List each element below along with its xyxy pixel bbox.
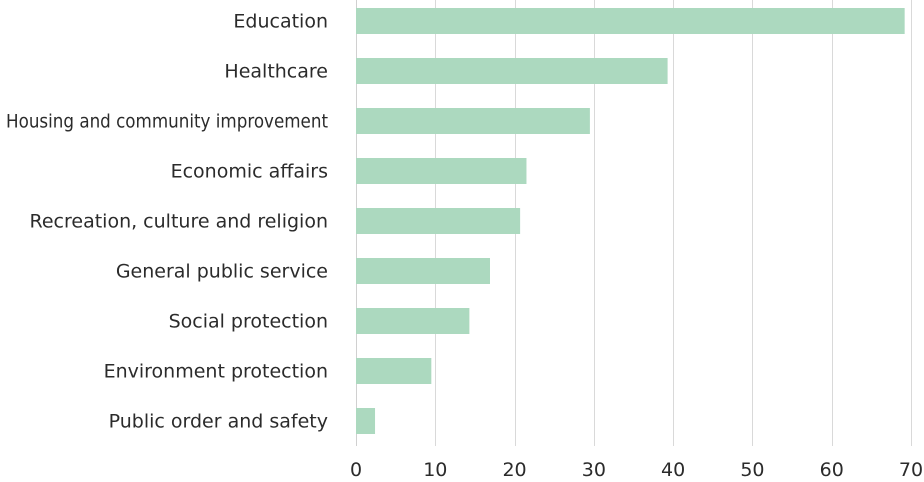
x-tick-label: 40 bbox=[661, 459, 685, 481]
bar bbox=[356, 158, 527, 184]
bar bbox=[356, 208, 521, 234]
bar bbox=[356, 8, 905, 34]
x-tick-label: 50 bbox=[740, 459, 764, 481]
x-tick-label: 10 bbox=[423, 459, 447, 481]
category-label: Education bbox=[233, 11, 328, 33]
bar bbox=[356, 258, 490, 284]
x-axis-ticks: 0 10 20 30 40 50 60 70 bbox=[350, 459, 923, 481]
x-tick-label: 0 bbox=[350, 459, 362, 481]
category-label: Healthcare bbox=[224, 61, 328, 83]
bar bbox=[356, 358, 432, 384]
bar bbox=[356, 108, 590, 134]
category-label: Public order and safety bbox=[109, 411, 328, 433]
category-label: Recreation, culture and religion bbox=[30, 211, 329, 233]
category-label: Environment protection bbox=[104, 361, 328, 383]
category-label: General public service bbox=[116, 261, 328, 283]
x-tick-label: 20 bbox=[502, 459, 526, 481]
bars bbox=[356, 8, 905, 434]
x-tick-label: 60 bbox=[820, 459, 844, 481]
category-label: Housing and community improvement bbox=[6, 111, 328, 133]
bar bbox=[356, 308, 470, 334]
bar bbox=[356, 58, 668, 84]
bar bbox=[356, 408, 376, 434]
x-tick-label: 70 bbox=[899, 459, 923, 481]
category-label: Social protection bbox=[169, 311, 328, 333]
category-label: Economic affairs bbox=[171, 161, 328, 183]
x-tick-label: 30 bbox=[582, 459, 606, 481]
category-labels: Education Healthcare Housing and community… bbox=[6, 11, 328, 433]
